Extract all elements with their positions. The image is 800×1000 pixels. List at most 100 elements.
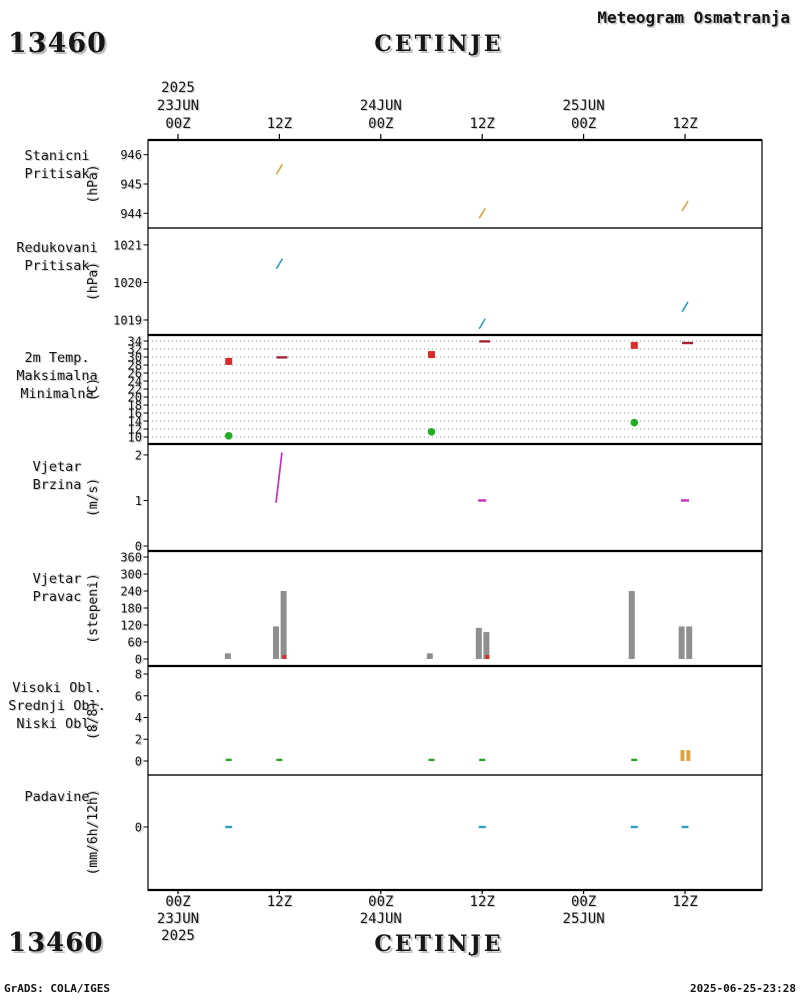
y-tick-label: 34 <box>128 335 142 349</box>
y-tick-label: 360 <box>120 551 142 565</box>
y-tick-label: 60 <box>128 636 142 650</box>
bar-pravac-bars <box>280 591 287 660</box>
unit-label-vjetar-pravac: (stepeni) <box>86 573 101 643</box>
date-label-bottom: 25JUN <box>563 911 605 927</box>
unit-label-vjetar-brzina: (m/s) <box>86 478 101 517</box>
y-tick-label: 120 <box>120 619 142 633</box>
bar-niski-bars <box>680 750 685 761</box>
mark-stanicni-pritisak <box>681 200 689 212</box>
unit-label-temperatura: (C) <box>86 378 101 401</box>
time-label-bottom: 12Z <box>267 894 292 910</box>
unit-label-stanicni-pritisak: (hPa) <box>86 164 101 203</box>
bar-pravac-bars <box>686 626 693 660</box>
bar-pravac-bars <box>475 627 482 660</box>
station-name-top: CETINJE <box>374 31 504 57</box>
y-tick-label: 4 <box>135 711 142 725</box>
time-label-bottom: 12Z <box>672 894 697 910</box>
meteogram-title: Meteogram Osmatranja <box>597 8 790 27</box>
unit-label-padavine: (mm/6h/12h) <box>86 789 101 875</box>
y-tick-label: 0 <box>135 754 142 768</box>
y-tick-label: 0 <box>135 653 142 667</box>
panel-label-vjetar-pravac: Vjetar <box>33 571 82 587</box>
y-tick-label: 10 <box>128 431 142 445</box>
panel-label-temperatura: 2m Temp. <box>24 350 89 366</box>
panel-label-oblacnost: Srednji Obl. <box>8 698 106 714</box>
station-id-bottom: 13460 <box>8 928 104 958</box>
time-label-bottom: 12Z <box>470 894 495 910</box>
grads-credit: GrADS: COLA/IGES <box>4 982 110 995</box>
y-tick-label: 30 <box>128 351 142 365</box>
panel-label-padavine: Padavine <box>24 789 89 805</box>
mark-stanicni-pritisak <box>275 163 284 175</box>
date-label-bottom: 24JUN <box>360 911 402 927</box>
y-tick-label: 22 <box>128 383 142 397</box>
render-timestamp: 2025-06-25-23:28 <box>690 982 796 995</box>
panel-label-vjetar-brzina: Vjetar <box>33 459 82 475</box>
panel-frame <box>147 227 763 336</box>
y-tick-label: 180 <box>120 602 142 616</box>
line-brzina-segment <box>275 452 283 503</box>
panel-label-temperatura: Minimalna <box>20 386 93 402</box>
date-label-bottom: 23JUN <box>157 911 199 927</box>
panel-frame <box>147 774 763 891</box>
year-label-top: 2025 <box>161 80 195 96</box>
y-tick-label: 18 <box>128 399 142 413</box>
date-label-top: 25JUN <box>563 98 605 114</box>
year-label-bottom: 2025 <box>161 928 195 944</box>
y-tick-label: 944 <box>120 207 142 221</box>
y-tick-label: 2 <box>135 733 142 747</box>
y-tick-label: 6 <box>135 689 142 703</box>
bar-pravac-bars <box>426 653 433 660</box>
panel-frame <box>147 665 763 776</box>
mark-minimalna <box>427 428 436 436</box>
panel-label-stanicni-pritisak: Stanicni <box>24 148 89 164</box>
y-tick-label: 240 <box>120 585 142 599</box>
panel-frame <box>147 443 763 552</box>
y-tick-label: 16 <box>128 407 142 421</box>
y-tick-label: 32 <box>128 343 142 357</box>
panel-label-redukovani-pritisak: Pritisak <box>24 258 89 274</box>
y-tick-label: 300 <box>120 568 142 582</box>
panel-label-oblacnost: Niski Obl. <box>16 716 97 732</box>
time-label-top: 12Z <box>267 116 292 132</box>
y-tick-label: 24 <box>128 375 142 389</box>
panel-label-redukovani-pritisak: Redukovani <box>16 240 97 256</box>
bar-pravac-bars <box>273 626 280 660</box>
y-tick-label: 1019 <box>113 313 142 327</box>
panel-frame <box>147 139 763 229</box>
panel-label-vjetar-brzina: Brzina <box>33 477 82 493</box>
time-label-bottom: 00Z <box>368 894 393 910</box>
y-tick-label: 2 <box>135 448 142 462</box>
station-id-top: 13460 <box>8 28 107 59</box>
bar-pravac-bars <box>224 653 231 660</box>
mark-maksimalna <box>630 341 638 349</box>
y-tick-label: 8 <box>135 668 142 682</box>
y-tick-label: 26 <box>128 367 142 381</box>
panel-label-oblacnost: Visoki Obl. <box>12 680 101 696</box>
time-label-top: 00Z <box>571 116 596 132</box>
mark-stanicni-pritisak <box>478 207 486 219</box>
bar-pravac-bars <box>678 626 685 660</box>
time-label-top: 12Z <box>672 116 697 132</box>
panel-label-vjetar-pravac: Pravac <box>33 589 82 605</box>
mark-redukovani-pritisak <box>478 318 486 330</box>
panel-label-temperatura: Maksimalna <box>16 368 97 384</box>
y-tick-label: 0 <box>135 539 142 553</box>
time-label-top: 00Z <box>368 116 393 132</box>
y-tick-label: 945 <box>120 178 142 192</box>
y-tick-label: 12 <box>128 423 142 437</box>
y-tick-label: 946 <box>120 148 142 162</box>
time-label-bottom: 00Z <box>571 894 596 910</box>
mark-minimalna <box>630 418 639 427</box>
bar-pravac-bars <box>628 591 635 660</box>
panel-label-stanicni-pritisak: Pritisak <box>24 166 89 182</box>
y-tick-label: 1 <box>135 494 142 508</box>
bar-niski-bars <box>686 750 691 761</box>
y-tick-label: 20 <box>128 391 142 405</box>
unit-label-redukovani-pritisak: (hPa) <box>86 262 101 301</box>
time-label-top: 12Z <box>470 116 495 132</box>
mark-pravac-base-marks <box>485 655 490 660</box>
y-tick-label: 0 <box>135 820 142 834</box>
